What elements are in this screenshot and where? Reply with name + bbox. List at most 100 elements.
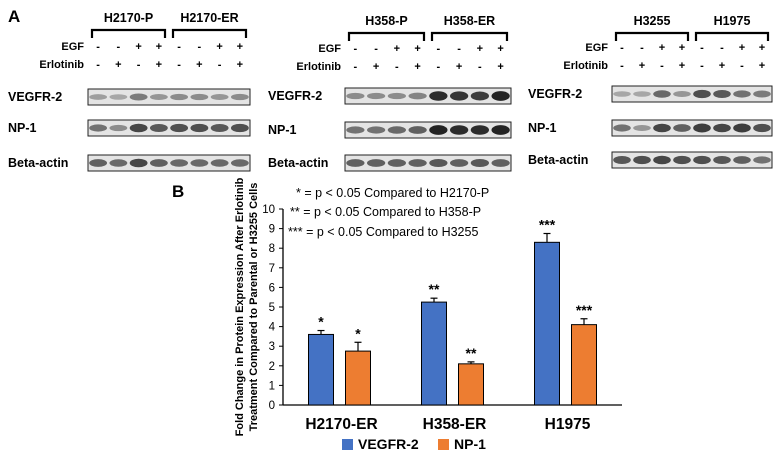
significance-marker: ** (466, 345, 477, 361)
blot-band (713, 155, 731, 165)
blot-band (753, 90, 771, 98)
panel-b-bar-chart: B * = p < 0.05 Compared to H2170-P** = p… (172, 177, 622, 452)
blot-band (470, 91, 490, 101)
blot-band (366, 126, 386, 134)
blot-band (230, 93, 249, 101)
erlotinib-label: Erlotinib (296, 61, 341, 73)
significance-marker: * (355, 325, 361, 341)
cell-line-h2170-p: H2170-P (104, 11, 153, 25)
blot-band (89, 159, 108, 167)
blot-band (753, 156, 771, 164)
row-label-np-1: NP-1 (268, 123, 297, 137)
significance-marker: *** (539, 217, 556, 233)
row-label-np-1: NP-1 (8, 121, 37, 135)
blot-band (429, 125, 448, 135)
blot-band (733, 123, 751, 133)
erlotinib-sign: + (196, 59, 202, 71)
cell-line-h358-p: H358-P (365, 14, 407, 28)
significance-key: * = p < 0.05 Compared to H2170-P ** = p <… (288, 186, 489, 239)
blot-strip-beta-actin (611, 151, 773, 169)
blot-band (429, 91, 448, 101)
row-label-vegfr-2: VEGFR-2 (528, 87, 582, 101)
erlotinib-sign: + (237, 59, 243, 71)
blot-band (170, 93, 189, 101)
blot-group-3: H3255 H1975EGFErlotinib---++-++---++-++VE… (528, 14, 773, 169)
legend-swatch-np-1 (438, 439, 449, 450)
blot-band (109, 94, 128, 100)
blot-band (129, 93, 148, 101)
bar-vegfr-2-h358-er (421, 301, 447, 406)
egf-sign: + (477, 43, 483, 55)
chart-axes: 0 1 2 3 4 5 6 7 8 9 10 (262, 204, 622, 412)
erlotinib-label: Erlotinib (563, 60, 608, 72)
bar-vegfr-2-h1975 (534, 241, 560, 406)
erlotinib-sign: + (639, 60, 645, 72)
blot-band (491, 125, 510, 135)
erlotinib-sign: - (96, 59, 100, 71)
blot-group-2: H358-P H358-ER EGF Erlotinib - - - + + - + + - - - + + - +… (268, 14, 512, 172)
egf-sign: + (739, 42, 745, 54)
blot-band (449, 91, 469, 101)
erlotinib-sign: - (354, 61, 358, 73)
blot-band (387, 159, 407, 167)
blot-band (633, 124, 651, 132)
blot-band (408, 159, 427, 167)
blot-band (149, 123, 168, 133)
blot-band (673, 90, 691, 98)
blot-band (230, 159, 249, 167)
egf-sign: + (659, 42, 665, 54)
bracket-h358-p (347, 31, 426, 41)
erlotinib-sign: + (759, 60, 765, 72)
panel-a-western-blots: A H2170-P H2170-EREGFErlotinib---++-++---… (8, 7, 773, 172)
blot-band (230, 123, 249, 133)
y-tick-label: 7 (269, 263, 275, 275)
egf-sign: - (117, 41, 121, 53)
y-tick-label: 3 (269, 341, 275, 353)
erlotinib-sign: + (373, 61, 379, 73)
blot-strip-vegfr-2 (611, 85, 773, 103)
cell-line-h358-er: H358-ER (444, 14, 495, 28)
blot-band (366, 159, 386, 167)
y-tick-label: 1 (269, 380, 275, 392)
blot-band (693, 123, 711, 133)
y-tick-label: 2 (269, 361, 275, 373)
egf-sign: + (156, 41, 162, 53)
erlotinib-sign: + (497, 61, 503, 73)
row-label-beta-actin: Beta-actin (528, 153, 588, 167)
cell-line-h1975: H1975 (714, 14, 751, 28)
blot-band (713, 89, 731, 99)
blot-band (149, 93, 168, 101)
egf-sign: + (135, 41, 141, 53)
blot-band (109, 159, 128, 167)
y-axis-label-line: Fold Change in Protein Expression After … (234, 177, 246, 436)
egf-sign: - (96, 41, 100, 53)
blot-band (613, 91, 631, 97)
row-label-vegfr-2: VEGFR-2 (8, 90, 62, 104)
blot-band (470, 125, 490, 135)
blot-band (733, 156, 751, 164)
erlotinib-sign: + (456, 61, 462, 73)
row-label-np-1: NP-1 (528, 121, 557, 135)
blot-strip-beta-actin (344, 154, 512, 172)
panel-b-label: B (172, 182, 184, 201)
erlotinib-sign: - (700, 60, 704, 72)
erlotinib-sign: - (437, 61, 441, 73)
blot-band (673, 155, 691, 165)
egf-sign: - (620, 42, 624, 54)
blot-band (449, 125, 469, 135)
blot-band (633, 91, 651, 97)
blot-band (387, 92, 407, 100)
significance-key-line: *** = p < 0.05 Compared to H3255 (288, 225, 478, 239)
blot-strip-np-1 (611, 119, 773, 137)
blot-band (408, 126, 427, 134)
y-tick-label: 4 (269, 322, 276, 334)
bar-vegfr-2-h2170-er (308, 333, 334, 406)
erlotinib-sign: + (115, 59, 121, 71)
egf-sign: - (374, 43, 378, 55)
y-tick-label: 9 (269, 224, 275, 236)
blot-band (346, 159, 365, 167)
blot-band (713, 123, 731, 133)
egf-sign: - (437, 43, 441, 55)
legend-swatch-vegfr-2 (342, 439, 353, 450)
blot-band (190, 93, 209, 101)
